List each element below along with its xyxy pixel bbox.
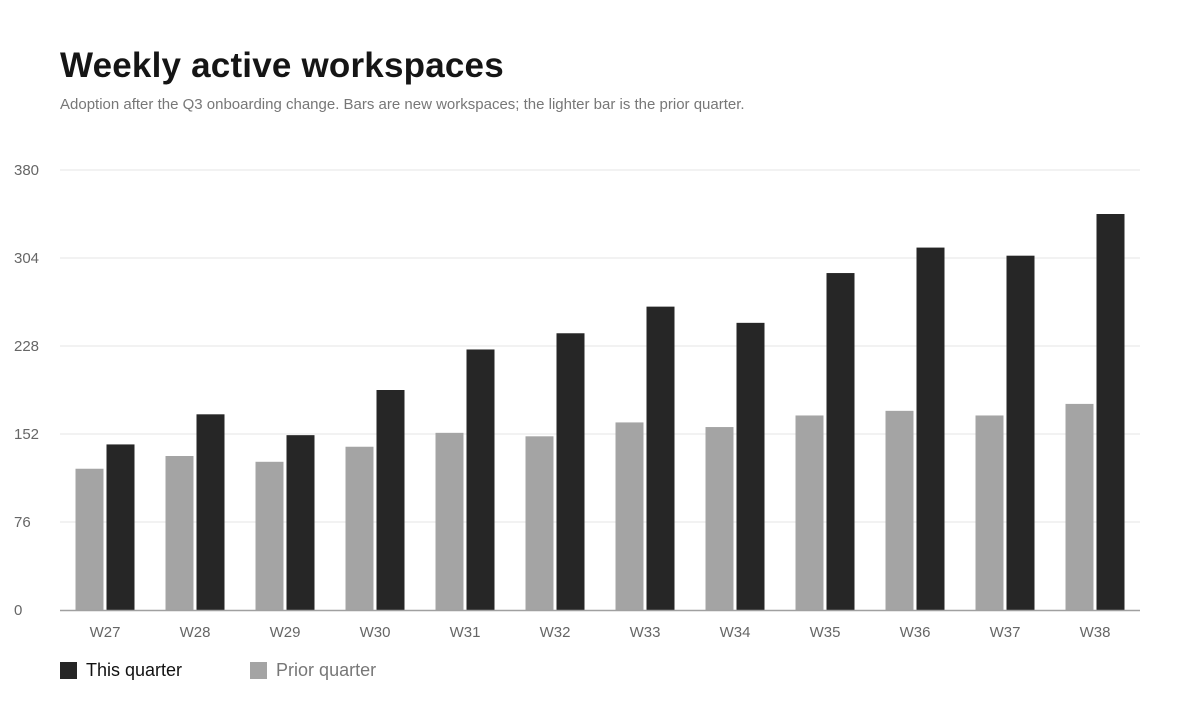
chart-title: Weekly active workspaces [60, 46, 504, 85]
x-tick-label: W33 [630, 624, 661, 641]
legend-swatch-prior-quarter [250, 662, 268, 679]
x-tick-label: W28 [180, 624, 211, 641]
bar-prior-quarter-w31 [435, 432, 464, 610]
y-axis-ticks: 0 76 152 228 304 380 [14, 162, 39, 619]
x-tick-label: W34 [720, 624, 751, 641]
y-tick-label: 0 [14, 602, 22, 619]
legend: This quarter Prior quarter [60, 660, 376, 681]
bar-this-quarter-w36 [916, 247, 945, 610]
bar-prior-quarter-w35 [795, 415, 824, 610]
bar-prior-quarter-w29 [255, 461, 284, 610]
x-tick-label: W37 [990, 624, 1021, 641]
bar-this-quarter-w35 [826, 273, 855, 610]
x-tick-label: W38 [1080, 624, 1111, 641]
bar-prior-quarter-w30 [345, 446, 374, 610]
y-tick-label: 228 [14, 338, 39, 355]
bar-this-quarter-w34 [736, 322, 765, 610]
bar-prior-quarter-w37 [975, 415, 1004, 610]
bar-this-quarter-w38 [1096, 214, 1125, 610]
x-tick-label: W31 [450, 624, 481, 641]
bar-this-quarter-w29 [286, 435, 315, 610]
bar-this-quarter-w31 [466, 349, 495, 610]
chart-subtitle: Adoption after the Q3 onboarding change.… [60, 96, 745, 113]
legend-label-prior-quarter: Prior quarter [276, 660, 377, 680]
y-tick-label: 304 [14, 250, 39, 267]
x-tick-label: W35 [810, 624, 841, 641]
legend-label-this-quarter: This quarter [86, 660, 183, 680]
x-tick-label: W36 [900, 624, 931, 641]
y-tick-label: 380 [14, 162, 39, 179]
bar-prior-quarter-w27 [75, 468, 104, 610]
x-tick-label: W32 [540, 624, 571, 641]
bar-prior-quarter-w28 [165, 456, 194, 610]
bar-this-quarter-w33 [646, 306, 675, 610]
bar-this-quarter-w30 [376, 390, 405, 610]
y-tick-label: 76 [14, 514, 31, 531]
bar-this-quarter-w37 [1006, 255, 1035, 610]
bar-this-quarter-w28 [196, 414, 225, 610]
bar-prior-quarter-w34 [705, 427, 734, 610]
x-tick-label: W27 [90, 624, 121, 641]
bar-this-quarter-w32 [556, 333, 585, 610]
x-tick-label: W30 [360, 624, 391, 641]
bar-prior-quarter-w38 [1065, 403, 1094, 610]
bar-this-quarter-w27 [106, 444, 135, 610]
bars [75, 214, 1125, 610]
gridlines [60, 169, 1140, 523]
bar-prior-quarter-w32 [525, 436, 554, 610]
bar-prior-quarter-w33 [615, 422, 644, 610]
legend-item-this-quarter: This quarter [60, 660, 182, 681]
y-tick-label: 152 [14, 426, 39, 443]
x-axis-ticks: W27 W28 W29 W30 W31 W32 W33 W34 W35 W36 W37 W38 [90, 624, 1111, 641]
legend-item-prior-quarter: Prior quarter [250, 660, 376, 681]
legend-swatch-this-quarter [60, 662, 77, 679]
bar-prior-quarter-w36 [885, 410, 914, 610]
x-tick-label: W29 [270, 624, 301, 641]
